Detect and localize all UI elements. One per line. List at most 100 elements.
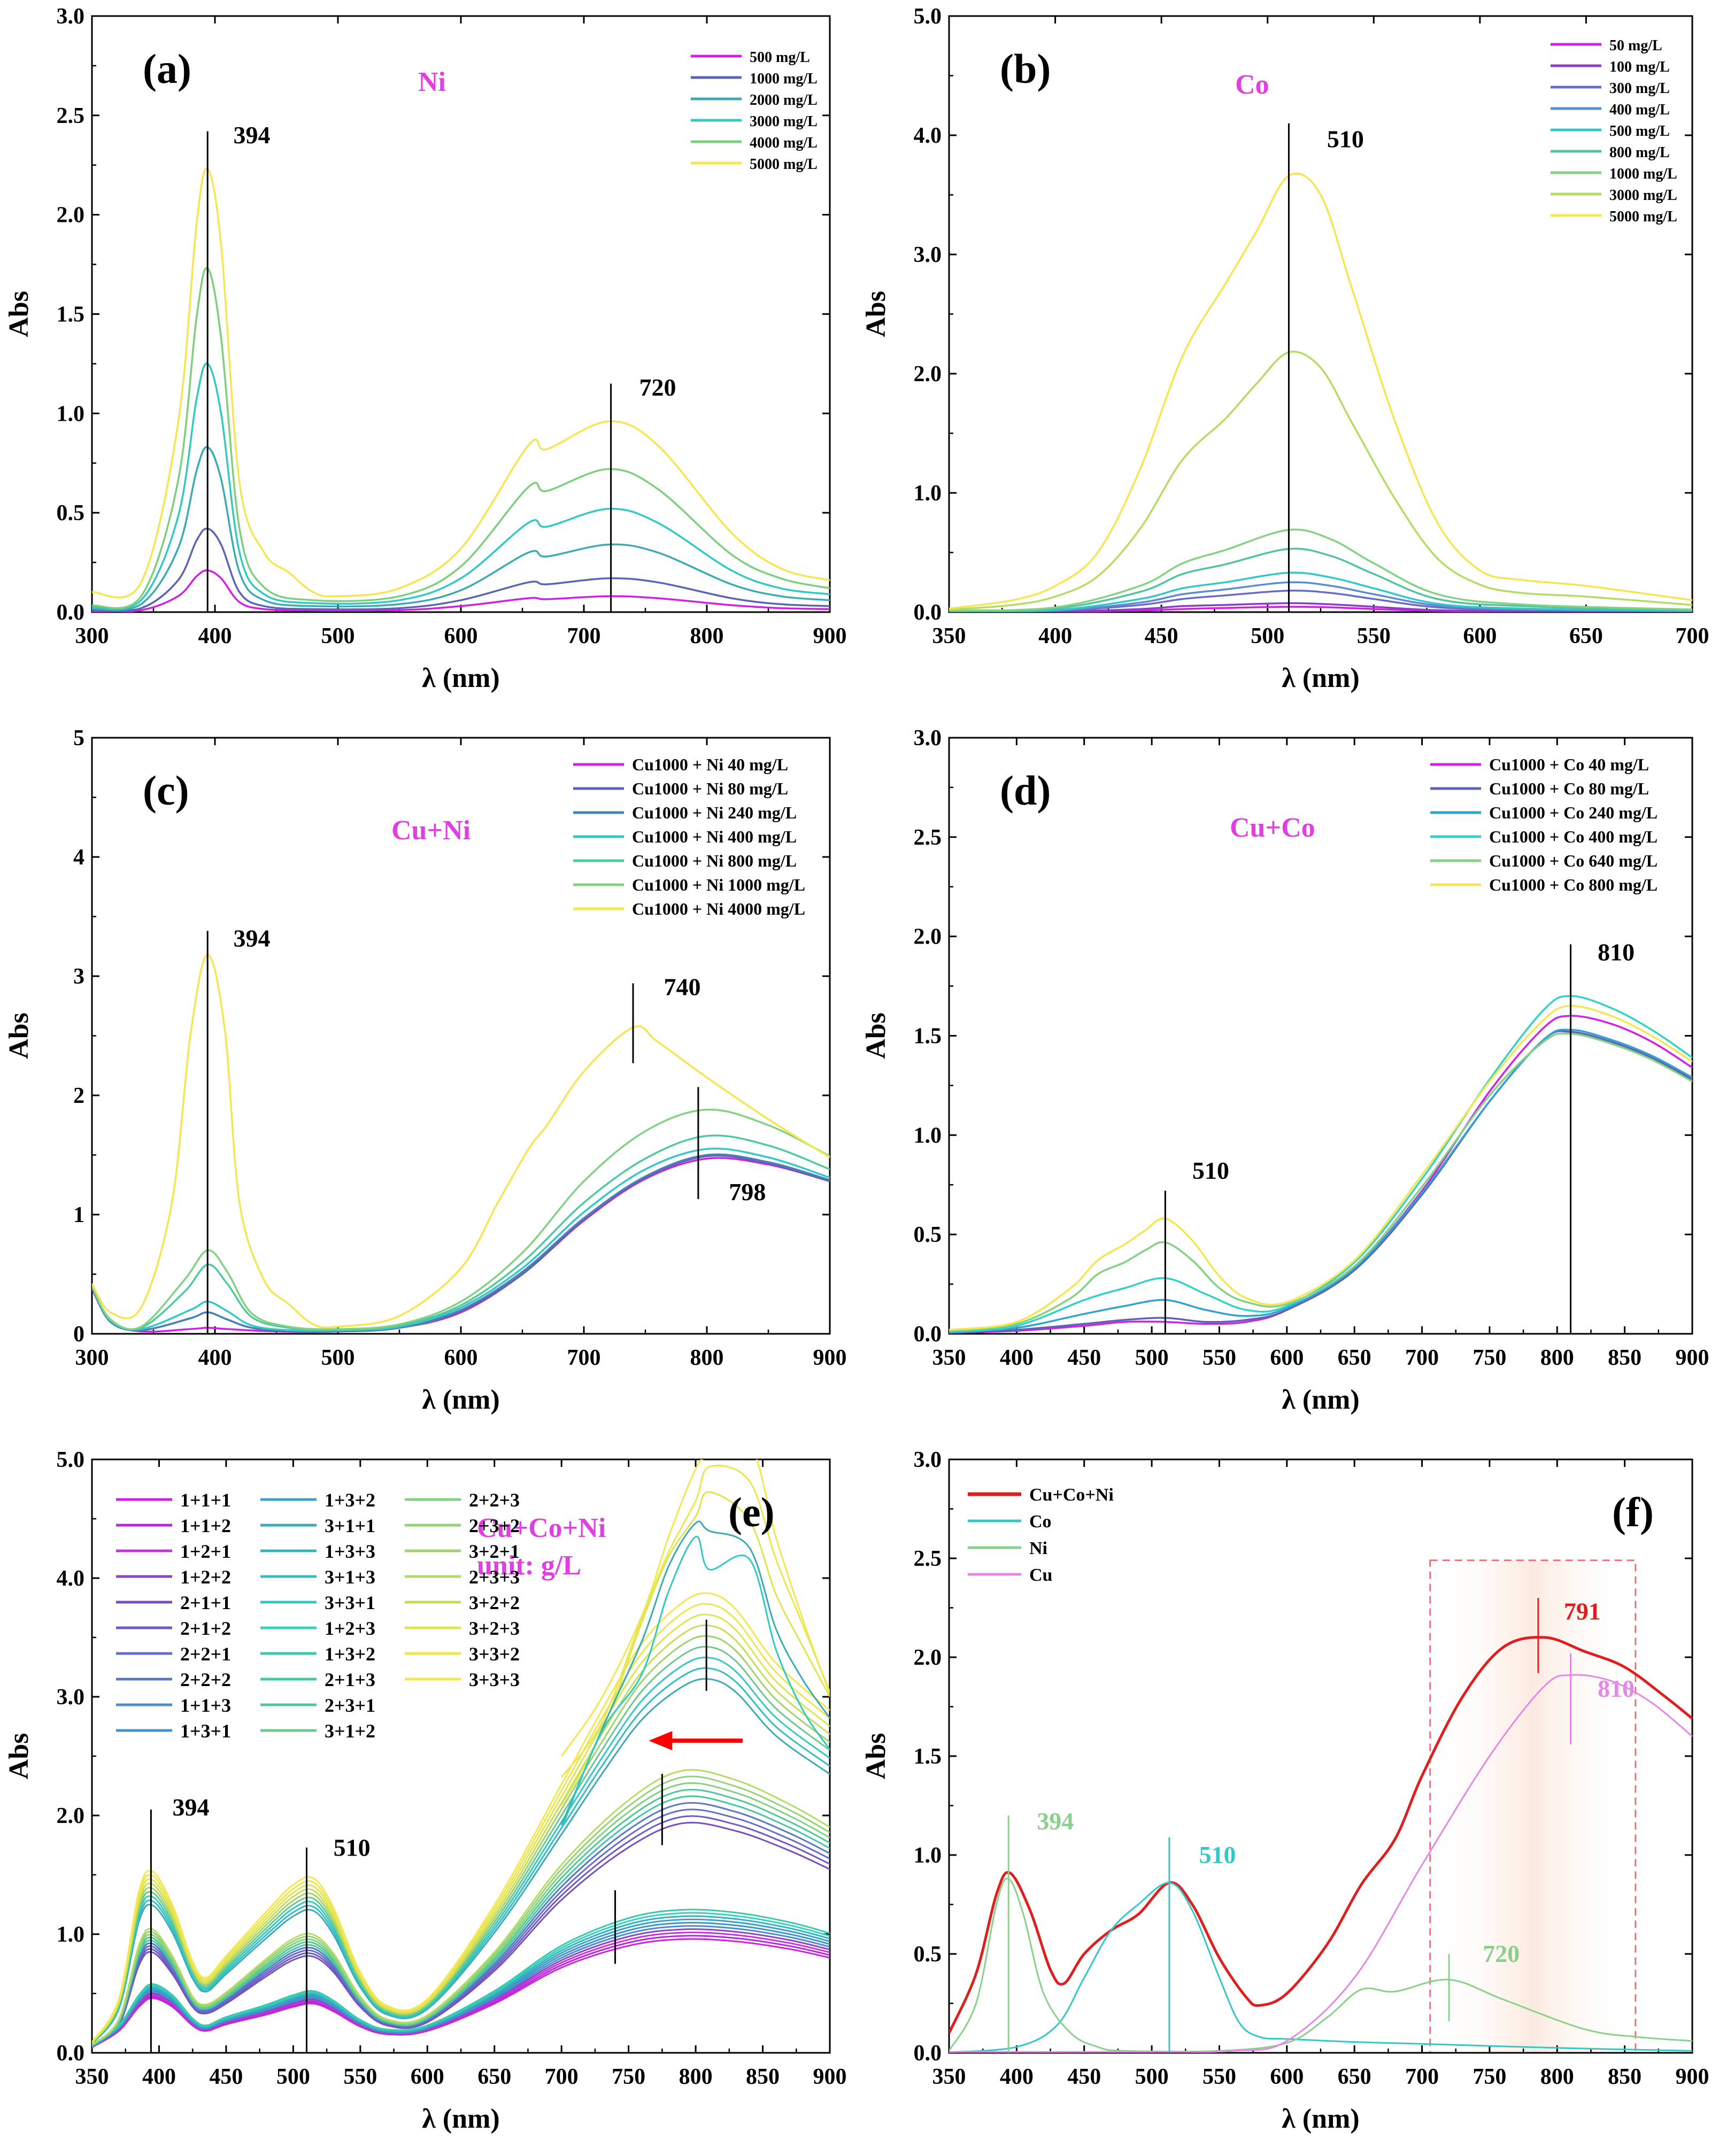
series-line bbox=[92, 267, 830, 609]
x-tick-label: 500 bbox=[321, 624, 355, 648]
y-tick-label: 3.0 bbox=[914, 243, 942, 267]
legend-label: 500 mg/L bbox=[750, 49, 810, 66]
y-tick-label: 0.0 bbox=[914, 1322, 942, 1347]
curves bbox=[92, 954, 830, 1333]
series-line bbox=[92, 1645, 830, 2044]
y-axis-label: Abs bbox=[861, 291, 891, 337]
x-tick-label: 500 bbox=[276, 2065, 310, 2089]
y-tick-label: 2.0 bbox=[57, 1804, 85, 1828]
panel-label: (e) bbox=[728, 1489, 775, 1535]
legend: 500 mg/L 1000 mg/L 2000 mg/L 3000 mg/L 4000 … bbox=[691, 49, 818, 173]
legend-label: Cu1000 + Co 640 mg/L bbox=[1489, 851, 1658, 870]
y-tick-label: 3.0 bbox=[57, 4, 85, 29]
x-axis-label: λ (nm) bbox=[422, 663, 499, 693]
series-line bbox=[92, 1592, 830, 2043]
series-line bbox=[92, 1775, 830, 2046]
legend-label: Cu1000 + Ni 800 mg/L bbox=[632, 851, 797, 870]
x-tick-label: 400 bbox=[1000, 1346, 1034, 1370]
legend-label: Cu1000 + Ni 240 mg/L bbox=[632, 803, 797, 822]
x-tick-label: 550 bbox=[1202, 2065, 1236, 2089]
legend-label: Co bbox=[1029, 1512, 1052, 1532]
series-line bbox=[92, 1624, 830, 2044]
panel-label: (f) bbox=[1612, 1489, 1654, 1535]
x-tick-label: 300 bbox=[75, 624, 109, 648]
legend-label: 3+2+3 bbox=[469, 1618, 520, 1639]
panel-f: 350 400 450 500 550 600 650 700 750 800 850 900 0.0 0… bbox=[861, 1448, 1709, 2134]
series-line bbox=[92, 1809, 830, 2047]
peak-label: 394 bbox=[234, 121, 271, 149]
x-axis-label: λ (nm) bbox=[1282, 1385, 1359, 1415]
x-tick-label: 900 bbox=[1676, 2065, 1709, 2089]
legend-label: 100 mg/L bbox=[1609, 59, 1670, 75]
legend-label: 800 mg/L bbox=[1609, 144, 1670, 161]
peak-label: 810 bbox=[1598, 1675, 1635, 1702]
legend-label: Cu bbox=[1029, 1565, 1052, 1585]
y-tick-label: 5.0 bbox=[57, 1448, 85, 1472]
x-tick-label: 650 bbox=[1338, 1346, 1371, 1370]
x-tick-label: 800 bbox=[679, 2065, 713, 2089]
y-tick-label: 2.0 bbox=[914, 1645, 942, 1670]
x-tick-label: 450 bbox=[1067, 2065, 1101, 2089]
y-tick-label: 3 bbox=[73, 964, 84, 989]
y-tick-label: 1.0 bbox=[57, 401, 85, 426]
x-axis-label: λ (nm) bbox=[422, 2104, 499, 2134]
x-tick-label: 750 bbox=[612, 2065, 645, 2089]
x-tick-label: 700 bbox=[567, 1346, 601, 1370]
y-tick-label: 1.5 bbox=[914, 1024, 942, 1049]
x-tick-label: 900 bbox=[813, 1346, 847, 1370]
legend-label: 3+3+3 bbox=[469, 1669, 520, 1690]
x-tick-label: 350 bbox=[932, 624, 966, 648]
y-tick-label: 5.0 bbox=[914, 4, 942, 29]
x-tick-label: 500 bbox=[1135, 1346, 1169, 1370]
y-tick-label: 4 bbox=[73, 845, 84, 870]
legend-label: Cu1000 + Co 800 mg/L bbox=[1489, 875, 1658, 894]
legend-label: 2000 mg/L bbox=[750, 92, 818, 109]
series-line bbox=[92, 1108, 830, 1331]
peak-label: 394 bbox=[234, 924, 271, 952]
y-tick-label: 2.0 bbox=[914, 362, 942, 387]
series-line bbox=[92, 362, 830, 610]
legend-label: 2+3+3 bbox=[469, 1566, 520, 1588]
series-line bbox=[92, 1802, 830, 2046]
y-tick-label: 0.0 bbox=[57, 600, 85, 625]
legend-label: Cu1000 + Ni 80 mg/L bbox=[632, 779, 788, 798]
legend-label: Cu1000 + Co 40 mg/L bbox=[1489, 755, 1649, 774]
peak-label: 791 bbox=[1564, 1598, 1601, 1625]
legend-label: 1+3+2 bbox=[325, 1643, 375, 1665]
panel-label: (d) bbox=[1000, 767, 1051, 814]
series-line bbox=[949, 1005, 1692, 1331]
curves bbox=[92, 167, 830, 612]
panel-title: Cu+Ni bbox=[391, 815, 471, 846]
x-tick-label: 650 bbox=[477, 2065, 511, 2089]
legend-label: 3000 mg/L bbox=[750, 113, 818, 130]
legend-label: 400 mg/L bbox=[1609, 102, 1670, 118]
series-line-saturated bbox=[560, 1459, 830, 1757]
series-line bbox=[949, 1029, 1692, 1333]
y-tick-label: 0 bbox=[73, 1322, 84, 1347]
legend-label: 3+3+1 bbox=[325, 1592, 375, 1613]
series-line bbox=[92, 1908, 830, 2047]
legend-label: Cu1000 + Co 80 mg/L bbox=[1489, 779, 1649, 798]
x-tick-label: 800 bbox=[690, 1346, 724, 1370]
legend-label: Cu1000 + Ni 40 mg/L bbox=[632, 755, 788, 774]
series-line bbox=[92, 1603, 830, 2043]
panel-title: Cu+Co+Ni bbox=[477, 1513, 606, 1543]
legend: Cu1000 + Ni 40 mg/L Cu1000 + Ni 80 mg/L Cu… bbox=[573, 755, 805, 918]
y-tick-label: 3.0 bbox=[914, 1448, 942, 1472]
series-line bbox=[92, 446, 830, 611]
series-line bbox=[92, 1678, 830, 2045]
y-tick-label: 2 bbox=[73, 1084, 84, 1108]
legend-label: 2+1+2 bbox=[180, 1618, 231, 1639]
peak-label: 720 bbox=[639, 374, 676, 401]
y-tick-label: 2.5 bbox=[914, 825, 942, 850]
legend-label: Cu+Co+Ni bbox=[1029, 1485, 1114, 1505]
legend-label: 500 mg/L bbox=[1609, 123, 1670, 140]
series-line bbox=[949, 571, 1692, 612]
panel-c: 300 400 500 600 700 800 900 0 1 2 3 4 5 λ (nm) Abs 394 7… bbox=[4, 726, 847, 1415]
legend-label: Cu1000 + Ni 4000 mg/L bbox=[632, 899, 805, 918]
x-tick-label: 600 bbox=[444, 624, 478, 648]
x-tick-label: 600 bbox=[1463, 624, 1497, 648]
legend-label: Ni bbox=[1029, 1539, 1047, 1558]
series-line bbox=[949, 1636, 1692, 2034]
legend-label: 1+2+2 bbox=[180, 1566, 231, 1588]
